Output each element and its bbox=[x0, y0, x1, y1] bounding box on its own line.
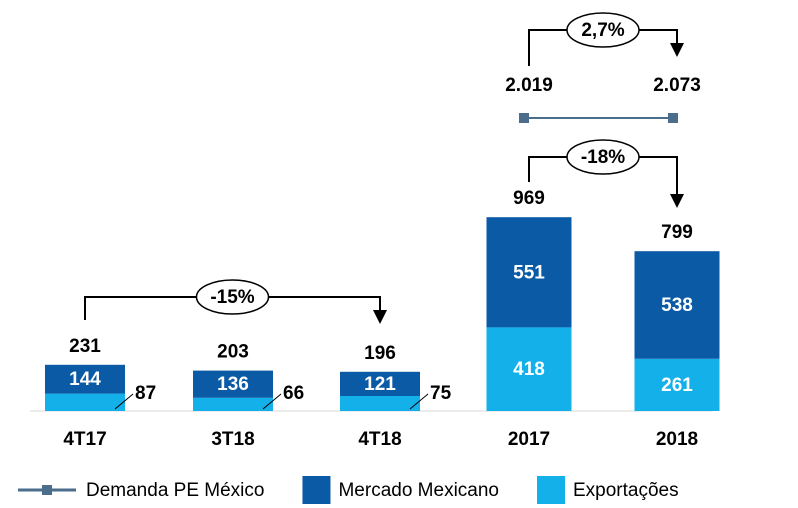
arrow-head bbox=[670, 43, 684, 57]
bar-segment bbox=[340, 371, 420, 396]
annotation-bubble bbox=[566, 139, 640, 175]
value-label: 144 bbox=[69, 369, 101, 390]
value-label: 418 bbox=[513, 359, 545, 380]
line-value-label: 2.019 bbox=[505, 75, 553, 96]
total-label: 203 bbox=[217, 341, 249, 362]
value-label: 66 bbox=[283, 383, 304, 404]
value-label: 261 bbox=[661, 375, 693, 396]
line-value-label: 2.073 bbox=[653, 75, 701, 96]
annotation: 2,7% bbox=[581, 20, 624, 41]
total-label: 969 bbox=[513, 188, 545, 209]
bar-segment bbox=[634, 358, 720, 411]
annotation: -18% bbox=[581, 147, 625, 168]
total-label: 799 bbox=[661, 222, 693, 243]
arrow-head bbox=[373, 310, 387, 324]
legend-swatch bbox=[537, 476, 565, 504]
legend-swatch bbox=[302, 476, 331, 504]
bar-segment bbox=[193, 397, 273, 411]
leader-line bbox=[409, 393, 429, 410]
bar-segment bbox=[634, 251, 720, 359]
value-label: 136 bbox=[217, 374, 249, 395]
x-tick-label: 3T18 bbox=[211, 429, 254, 450]
value-label: 87 bbox=[135, 383, 156, 404]
bar-segment bbox=[45, 393, 125, 411]
value-label: 75 bbox=[430, 383, 452, 404]
bar-segment bbox=[486, 217, 572, 328]
legend-marker bbox=[42, 485, 52, 495]
x-tick-label: 4T18 bbox=[358, 429, 401, 450]
legend-label: Exportações bbox=[573, 480, 679, 501]
total-label: 231 bbox=[69, 336, 101, 357]
arrow-head bbox=[670, 194, 684, 208]
leader-line bbox=[262, 393, 282, 410]
legend-label: Demanda PE México bbox=[86, 480, 264, 501]
bar-segment bbox=[193, 370, 273, 398]
x-tick-label: 4T17 bbox=[63, 429, 106, 450]
x-tick-label: 2018 bbox=[656, 429, 698, 450]
total-label: 196 bbox=[364, 343, 396, 364]
line-marker bbox=[519, 113, 529, 123]
value-label: 121 bbox=[364, 374, 396, 395]
value-label: 551 bbox=[513, 262, 545, 283]
x-tick-label: 2017 bbox=[508, 429, 550, 450]
value-label: 538 bbox=[661, 295, 693, 316]
line-marker bbox=[668, 113, 678, 123]
annotation-bubble bbox=[566, 12, 640, 48]
bar-segment bbox=[486, 327, 572, 411]
legend-label: Mercado Mexicano bbox=[338, 480, 499, 501]
bar-segment bbox=[45, 364, 125, 394]
leader-line bbox=[114, 393, 134, 410]
annotation: -15% bbox=[210, 287, 254, 308]
bar-segment bbox=[340, 396, 420, 411]
annotation-bubble bbox=[195, 279, 270, 315]
